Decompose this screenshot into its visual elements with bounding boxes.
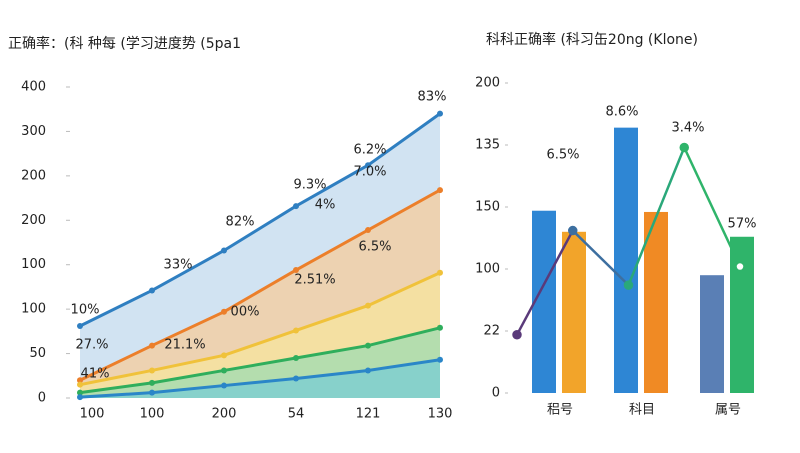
point [568,225,578,236]
x-tick-label: 稆号 [547,403,573,418]
annotation: 00% [231,305,260,320]
line [79,326,441,395]
point [293,267,299,274]
y-tick-label: 400 [21,80,46,95]
chart-title: 科科正确率 (科习缶20ng (Klone) [486,31,698,48]
annotation: 27.% [75,338,108,353]
point [149,367,155,374]
x-tick-label: 200 [212,407,237,422]
annotation: 6.5% [546,148,579,163]
point [77,377,83,384]
annotation: 41% [81,367,110,382]
annotation: 9.3% [293,178,326,193]
line [79,188,441,382]
bar [614,127,638,393]
point [221,247,227,254]
point [437,110,443,117]
point [149,287,155,294]
y-tick-label: 200 [21,213,46,228]
point [149,389,155,396]
point [149,342,155,349]
point [365,367,371,374]
point [623,280,634,290]
point [365,227,371,234]
point [221,367,227,374]
y-tick-label: 0 [38,391,46,406]
annotation: 6.5% [358,240,391,255]
point [149,379,155,386]
point [735,261,745,272]
x-tick-label: 属号 [715,403,741,418]
point [293,327,299,334]
point [437,356,443,363]
chart-title: 正确率：(科 种每 (学习进度势 (5pa1 [8,35,241,52]
annotation: 4% [315,198,336,213]
x-tick-label: 54 [288,407,305,422]
y-tick-label: 50 [29,346,46,361]
point [437,187,443,194]
annotation: 8.6% [605,105,638,120]
point [77,394,83,401]
annotation: 21.1% [164,338,205,353]
annotation: 2.51% [294,273,335,288]
bar [730,236,754,393]
bar [562,231,586,393]
point [293,375,299,382]
point [221,382,227,389]
line-segment [571,229,630,287]
y-tick-label: 100 [475,262,500,277]
annotation: 82% [226,215,255,230]
y-tick-label: 200 [475,76,500,91]
point [365,342,371,349]
point [437,269,443,276]
x-tick-label: 100 [140,407,165,422]
annotation: 10% [71,303,100,318]
y-tick-label: 100 [21,302,46,317]
y-tick-label: 0 [492,386,500,401]
x-tick-label: 科目 [629,403,655,418]
line [79,358,441,399]
y-tick-label: 150 [475,200,500,215]
point [365,162,371,169]
point [679,142,689,153]
point [77,323,83,330]
point [77,381,83,388]
y-tick-label: 100 [21,257,46,272]
line-segment [515,229,574,336]
line [79,271,441,387]
point [437,324,443,331]
annotation: 3.4% [671,121,704,136]
x-tick-label: 130 [428,407,453,422]
annotation: 6.2% [353,143,386,158]
annotation: 83% [418,90,447,105]
y-tick-label: 22 [483,324,500,339]
point [221,308,227,315]
line [79,112,441,328]
y-tick-label: 200 [21,168,46,183]
point [221,352,227,359]
y-tick-label: 300 [21,124,46,139]
area [80,359,440,398]
annotation: 57% [728,217,757,232]
line-segment [627,147,686,286]
point [512,329,522,340]
bar [644,211,668,393]
x-tick-label: 100 [80,407,105,422]
x-tick-label: 121 [356,407,381,422]
y-tick-label: 135 [475,138,500,153]
annotation: 33% [164,258,193,273]
bar [700,275,724,393]
point [293,203,299,210]
point [293,355,299,362]
annotation: 7.0% [353,165,386,180]
point [77,389,83,396]
point [365,302,371,309]
line-segment [683,146,742,268]
